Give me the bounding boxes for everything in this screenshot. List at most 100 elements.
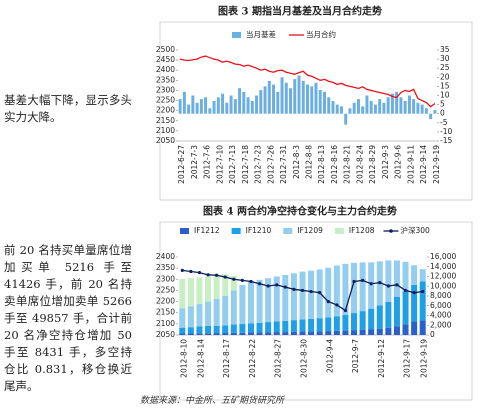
bar <box>368 329 375 335</box>
line-marker <box>403 288 408 293</box>
bar <box>420 104 424 114</box>
x-tick-label: 2012-6-27 <box>177 145 186 184</box>
x-tick-label: 2012-9-14 <box>419 145 428 184</box>
bar <box>247 323 254 333</box>
bar <box>390 93 394 114</box>
x-tick-label: 2012-8-3 <box>292 145 301 179</box>
bar <box>179 278 186 309</box>
bar <box>322 91 326 114</box>
bar <box>399 97 403 114</box>
bar <box>267 80 271 114</box>
bar <box>290 273 297 321</box>
line-marker <box>352 279 356 284</box>
bar <box>297 75 301 114</box>
bar <box>273 276 280 322</box>
bar <box>205 276 212 302</box>
bar <box>407 95 411 114</box>
bar <box>325 317 332 332</box>
line-marker <box>206 273 210 277</box>
bar <box>213 325 220 334</box>
bar <box>230 290 237 325</box>
line-marker <box>421 289 425 294</box>
bar <box>230 324 237 333</box>
x-tick-label: 2012-9-4 <box>325 339 334 373</box>
bar <box>411 284 418 322</box>
bar <box>342 315 349 331</box>
legend-label: 当月合约 <box>306 29 336 39</box>
bar <box>239 324 246 333</box>
y2-tick-label: 16,000 <box>430 252 456 261</box>
bar <box>411 321 418 335</box>
x-tick-label: 2012-9-6 <box>394 145 403 179</box>
y2-tick-label: -10 <box>440 127 452 136</box>
bar <box>233 99 237 114</box>
x-tick-label: 2012-8-21 <box>343 145 352 184</box>
bar <box>386 97 390 114</box>
y-tick-label: 2050 <box>156 136 175 145</box>
bar <box>196 333 203 335</box>
y-tick-label: 2100 <box>156 319 175 328</box>
y2-tick-label: 14,000 <box>430 262 456 271</box>
chart-title: 图表 4 两合约净空持仓变化与主力合约走势 <box>203 205 397 218</box>
y-tick-label: 2250 <box>156 96 175 105</box>
bar <box>369 100 373 114</box>
bar <box>204 97 208 114</box>
bar <box>393 296 400 327</box>
bar <box>242 91 246 114</box>
x-tick-label: 2012-7-26 <box>266 145 275 184</box>
line-marker <box>215 273 219 277</box>
x-tick-label: 2012-7-10 <box>215 145 224 184</box>
bar <box>282 320 289 333</box>
chart-frame <box>159 221 473 401</box>
bar <box>213 333 220 335</box>
legend-label: 沪深300 <box>401 225 431 235</box>
y2-tick-label: 8,000 <box>430 291 452 300</box>
y-tick-label: 2050 <box>156 330 175 339</box>
y-tick-label: 2250 <box>156 285 175 294</box>
bar <box>246 97 250 114</box>
x-tick-label: 2012-7-6 <box>203 145 212 179</box>
paragraph: 基差大幅下降，显示多头实力大降。 <box>4 93 132 124</box>
bar <box>351 330 358 335</box>
line-marker <box>309 289 313 294</box>
legend-label: IF1208 <box>349 226 375 235</box>
bar <box>265 278 272 323</box>
bar <box>306 84 309 114</box>
x-tick-label: 2012-7-3 <box>190 145 199 179</box>
bar <box>187 327 194 334</box>
y-tick-label: 2400 <box>156 252 175 261</box>
line-marker <box>197 271 202 275</box>
bar <box>230 275 237 291</box>
line-marker <box>395 283 399 287</box>
bar <box>385 260 392 302</box>
bar <box>282 275 289 321</box>
y2-tick-label: 5 <box>440 100 445 109</box>
line-marker <box>335 303 339 307</box>
x-tick-label: 2012-9-11 <box>406 145 415 184</box>
legend-label: 当月基差 <box>246 29 276 39</box>
bar <box>256 322 263 333</box>
y-tick-label: 2300 <box>156 85 175 94</box>
bar <box>205 325 212 334</box>
source-note: 数据来源：中金所、五矿期货研究所 <box>140 396 285 406</box>
bar <box>412 99 416 114</box>
bar <box>255 95 259 114</box>
bar <box>196 326 203 334</box>
bar <box>308 318 315 332</box>
bar <box>419 320 426 335</box>
x-tick-label: 2012-9-19 <box>420 339 429 378</box>
bar <box>308 331 315 335</box>
bar <box>256 332 263 335</box>
y-tick-label: 2200 <box>156 297 175 306</box>
bar <box>429 113 433 120</box>
x-tick-label: 2012-8-8 <box>305 145 314 179</box>
y-tick-label: 2500 <box>156 45 175 54</box>
y2-tick-label: 10 <box>440 91 450 100</box>
bar <box>199 99 203 114</box>
bar <box>333 316 340 331</box>
x-tick-label: 2012-8-29 <box>368 145 377 184</box>
y-tick-label: 2450 <box>156 55 175 64</box>
bar <box>368 308 375 330</box>
bar <box>290 331 297 335</box>
